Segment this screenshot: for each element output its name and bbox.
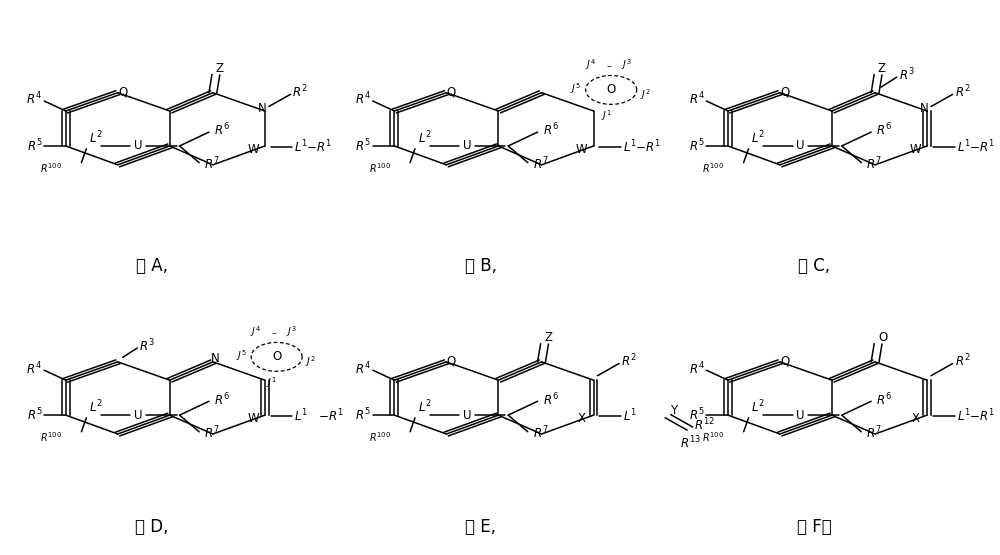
Text: U: U (796, 408, 805, 422)
Text: $L^2$: $L^2$ (89, 130, 103, 147)
Text: $J^5$: $J^5$ (236, 349, 246, 363)
Text: U: U (463, 139, 471, 153)
Text: $L^1$$-$$R^1$: $L^1$$-$$R^1$ (623, 139, 661, 155)
Text: $R^2$: $R^2$ (955, 353, 970, 370)
Text: Q: Q (447, 355, 456, 368)
Text: $R^2$: $R^2$ (621, 353, 636, 370)
Text: $R^{100}$: $R^{100}$ (702, 162, 724, 175)
Text: U: U (796, 139, 805, 153)
Text: W: W (576, 143, 588, 156)
Text: $L^1$$-$$R^1$: $L^1$$-$$R^1$ (957, 408, 995, 425)
Text: $L^2$: $L^2$ (89, 399, 103, 416)
Text: $R^{100}$: $R^{100}$ (702, 431, 724, 444)
Text: $R^{100}$: $R^{100}$ (369, 162, 390, 175)
Text: Z: Z (216, 62, 224, 75)
Text: Y: Y (670, 404, 677, 417)
Text: $R^4$: $R^4$ (355, 360, 371, 377)
Text: $R^5$: $R^5$ (355, 407, 371, 423)
Text: $J^4$: $J^4$ (585, 58, 596, 72)
Text: $R^{100}$: $R^{100}$ (40, 431, 62, 444)
Text: $R^3$: $R^3$ (139, 338, 155, 355)
Text: U: U (134, 408, 143, 422)
Text: Z: Z (544, 331, 552, 345)
Text: W: W (247, 143, 259, 156)
Text: 式 A,: 式 A, (136, 258, 168, 275)
Text: N: N (210, 352, 219, 365)
Text: $L^1$$-$$R^1$: $L^1$$-$$R^1$ (957, 139, 995, 155)
Text: $R^6$: $R^6$ (876, 122, 892, 139)
Text: $R^4$: $R^4$ (355, 91, 371, 108)
Text: $L^1$   $-$$R^1$: $L^1$ $-$$R^1$ (294, 408, 344, 425)
Text: $R^6$: $R^6$ (214, 391, 230, 408)
Text: $R^{100}$: $R^{100}$ (40, 162, 62, 175)
Text: $R^4$: $R^4$ (26, 360, 42, 377)
Text: $R^6$: $R^6$ (543, 122, 558, 139)
Text: $R^7$: $R^7$ (533, 156, 548, 173)
Text: X: X (578, 412, 586, 425)
Text: X: X (911, 412, 919, 425)
Text: Q: Q (780, 355, 789, 368)
Text: $R^5$: $R^5$ (689, 407, 704, 423)
Text: $R^6$: $R^6$ (214, 122, 230, 139)
Text: $R^4$: $R^4$ (26, 91, 42, 108)
Text: $J^4$: $J^4$ (250, 325, 261, 339)
Text: $R^{100}$: $R^{100}$ (369, 431, 390, 444)
Text: $L^2$: $L^2$ (418, 399, 432, 416)
Text: $J^2$: $J^2$ (305, 354, 316, 369)
Text: $R^5$: $R^5$ (27, 138, 42, 154)
Text: $J^3$: $J^3$ (621, 58, 631, 72)
Text: $R^{12}$: $R^{12}$ (694, 417, 714, 433)
Text: $R^5$: $R^5$ (689, 138, 704, 154)
Text: $J^5$: $J^5$ (570, 82, 581, 96)
Text: $J^1$: $J^1$ (601, 109, 612, 123)
Text: 式 E,: 式 E, (465, 518, 496, 536)
Text: $J^3$: $J^3$ (286, 325, 297, 339)
Text: $L^1$: $L^1$ (623, 408, 637, 425)
Text: U: U (134, 139, 143, 153)
Text: W: W (910, 143, 921, 156)
Text: Z: Z (878, 62, 886, 75)
Text: Q: Q (780, 85, 789, 99)
Text: $R^2$: $R^2$ (292, 84, 308, 100)
Text: $R^7$: $R^7$ (204, 156, 220, 173)
Text: N: N (258, 102, 266, 115)
Text: 式 B,: 式 B, (465, 258, 497, 275)
Text: Q: Q (447, 85, 456, 99)
Text: $R^7$: $R^7$ (533, 425, 548, 442)
Text: $R^5$: $R^5$ (355, 138, 371, 154)
Text: $L^2$: $L^2$ (751, 399, 765, 416)
Text: Q: Q (118, 85, 127, 99)
Text: 式 D,: 式 D, (135, 518, 169, 536)
Text: –: – (606, 62, 611, 71)
Text: 式 C,: 式 C, (798, 258, 830, 275)
Text: O: O (607, 83, 616, 97)
Text: 式 F。: 式 F。 (797, 518, 832, 536)
Text: $R^7$: $R^7$ (866, 425, 882, 442)
Text: O: O (272, 350, 281, 364)
Text: $R^5$: $R^5$ (27, 407, 42, 423)
Text: $R^7$: $R^7$ (866, 156, 882, 173)
Text: $J^2$: $J^2$ (640, 87, 650, 102)
Text: $R^7$: $R^7$ (204, 425, 220, 442)
Text: $R^3$: $R^3$ (899, 67, 914, 83)
Text: O: O (878, 331, 888, 345)
Text: $R^6$: $R^6$ (876, 391, 892, 408)
Text: $L^2$: $L^2$ (418, 130, 432, 147)
Text: $R^{13}$: $R^{13}$ (680, 435, 701, 451)
Text: $J^1$: $J^1$ (266, 376, 277, 390)
Text: N: N (920, 102, 929, 115)
Text: $R^6$: $R^6$ (543, 391, 558, 408)
Text: W: W (247, 412, 259, 425)
Text: $L^2$: $L^2$ (751, 130, 765, 147)
Text: $R^4$: $R^4$ (689, 91, 704, 108)
Text: $R^4$: $R^4$ (689, 360, 704, 377)
Text: $R^2$: $R^2$ (955, 84, 970, 100)
Text: –: – (272, 329, 276, 338)
Text: U: U (463, 408, 471, 422)
Text: $L^1$$-$$R^1$: $L^1$$-$$R^1$ (294, 139, 333, 155)
